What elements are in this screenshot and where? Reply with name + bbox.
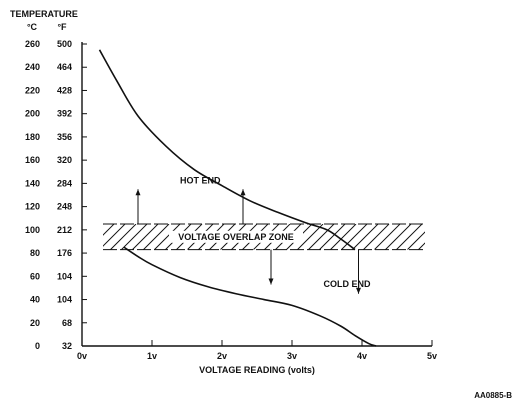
arrow-head [268, 278, 274, 285]
x-tick-label: 3v [287, 351, 297, 361]
arrow [356, 249, 361, 294]
hatch-line [319, 224, 346, 250]
y-tick-label-fahrenheit: 356 [57, 132, 72, 142]
hatch-line [341, 224, 368, 250]
hatch-line [418, 242, 425, 250]
x-tick-label: 2v [217, 351, 227, 361]
series-group [98, 49, 377, 347]
arrow [135, 189, 141, 225]
y-tick-label-celsius: 200 [25, 109, 40, 119]
hatch-line [407, 231, 425, 250]
hatch-line [143, 224, 170, 250]
x-tick-label: 5v [427, 351, 437, 361]
y-tick-label-fahrenheit: 284 [57, 178, 72, 188]
y-tick-label-celsius: 0 [35, 341, 40, 351]
y-tick-label-celsius: 260 [25, 39, 40, 49]
cold-end-curve [123, 246, 377, 347]
y-tick-label-fahrenheit: 464 [57, 62, 72, 72]
hatch-line [154, 224, 181, 250]
y-tick-label-celsius: 240 [25, 62, 40, 72]
band-label-background [169, 230, 303, 243]
arrow-group [135, 189, 361, 294]
hatch-line [121, 224, 148, 250]
x-tick-label: 1v [147, 351, 157, 361]
x-axis-ticks: 0v 1v 2v 3v 4v 5v [77, 340, 437, 361]
y-tick-label-fahrenheit: 32 [62, 341, 72, 351]
x-tick-label: 0v [77, 351, 87, 361]
hatch-line [352, 224, 379, 250]
x-tick-label: 4v [357, 351, 367, 361]
y-tick-label-celsius: 160 [25, 155, 40, 165]
y-tick-label-fahrenheit: 176 [57, 248, 72, 258]
y-tick-label-celsius: 180 [25, 132, 40, 142]
arrow-head [240, 189, 246, 196]
y-tick-label-celsius: 220 [25, 85, 40, 95]
band-label: VOLTAGE OVERLAP ZONE [178, 232, 294, 242]
y-tick-label-celsius: 40 [30, 295, 40, 305]
hatch-line [440, 224, 466, 250]
hatch-line [103, 224, 115, 236]
y-tick-label-celsius: 60 [30, 271, 40, 281]
y-tick-label-celsius: 140 [25, 178, 40, 188]
y-tick-label-fahrenheit: 392 [57, 109, 72, 119]
y-tick-label-celsius: 100 [25, 225, 40, 235]
hatch-line [374, 224, 401, 250]
hatch-line [103, 224, 104, 225]
y-tick-label-fahrenheit: 212 [57, 225, 72, 235]
y-tick-label-fahrenheit: 500 [57, 39, 72, 49]
hatch-line [396, 224, 423, 250]
hatch-line [385, 224, 412, 250]
arrow-head [135, 189, 141, 196]
arrow [268, 249, 274, 285]
hatch-line [363, 224, 390, 250]
y-tick-label-fahrenheit: 320 [57, 155, 72, 165]
hatch-line [110, 224, 137, 250]
x-axis-label: VOLTAGE READING (volts) [199, 365, 315, 375]
y-tick-label-fahrenheit: 104 [57, 271, 72, 281]
y-tick-label-celsius: 20 [30, 318, 40, 328]
fahrenheit-unit-label: °F [57, 22, 67, 32]
y-tick-label-celsius: 120 [25, 202, 40, 212]
y-tick-label-fahrenheit: 104 [57, 295, 72, 305]
y-tick-label-celsius: 80 [30, 248, 40, 258]
celsius-unit-label: °C [27, 22, 38, 32]
arrow [240, 189, 246, 225]
hatch-line [132, 224, 159, 250]
y-tick-label-fahrenheit: 68 [62, 318, 72, 328]
hatch-line [297, 224, 324, 250]
hot-end-curve [98, 49, 356, 251]
figure-id: AA0885-B [474, 391, 512, 400]
hot-end-label: HOT END [180, 175, 221, 185]
hatch-line [103, 224, 126, 247]
y-tick-label-fahrenheit: 428 [57, 85, 72, 95]
cold-end-label: COLD END [324, 279, 372, 289]
hatch-line [308, 224, 335, 250]
y-tick-label-fahrenheit: 248 [57, 202, 72, 212]
hatch-line [429, 224, 455, 250]
y-axis-header: TEMPERATURE [10, 9, 78, 19]
hatch-line [330, 224, 357, 250]
arrow-head [356, 287, 361, 294]
